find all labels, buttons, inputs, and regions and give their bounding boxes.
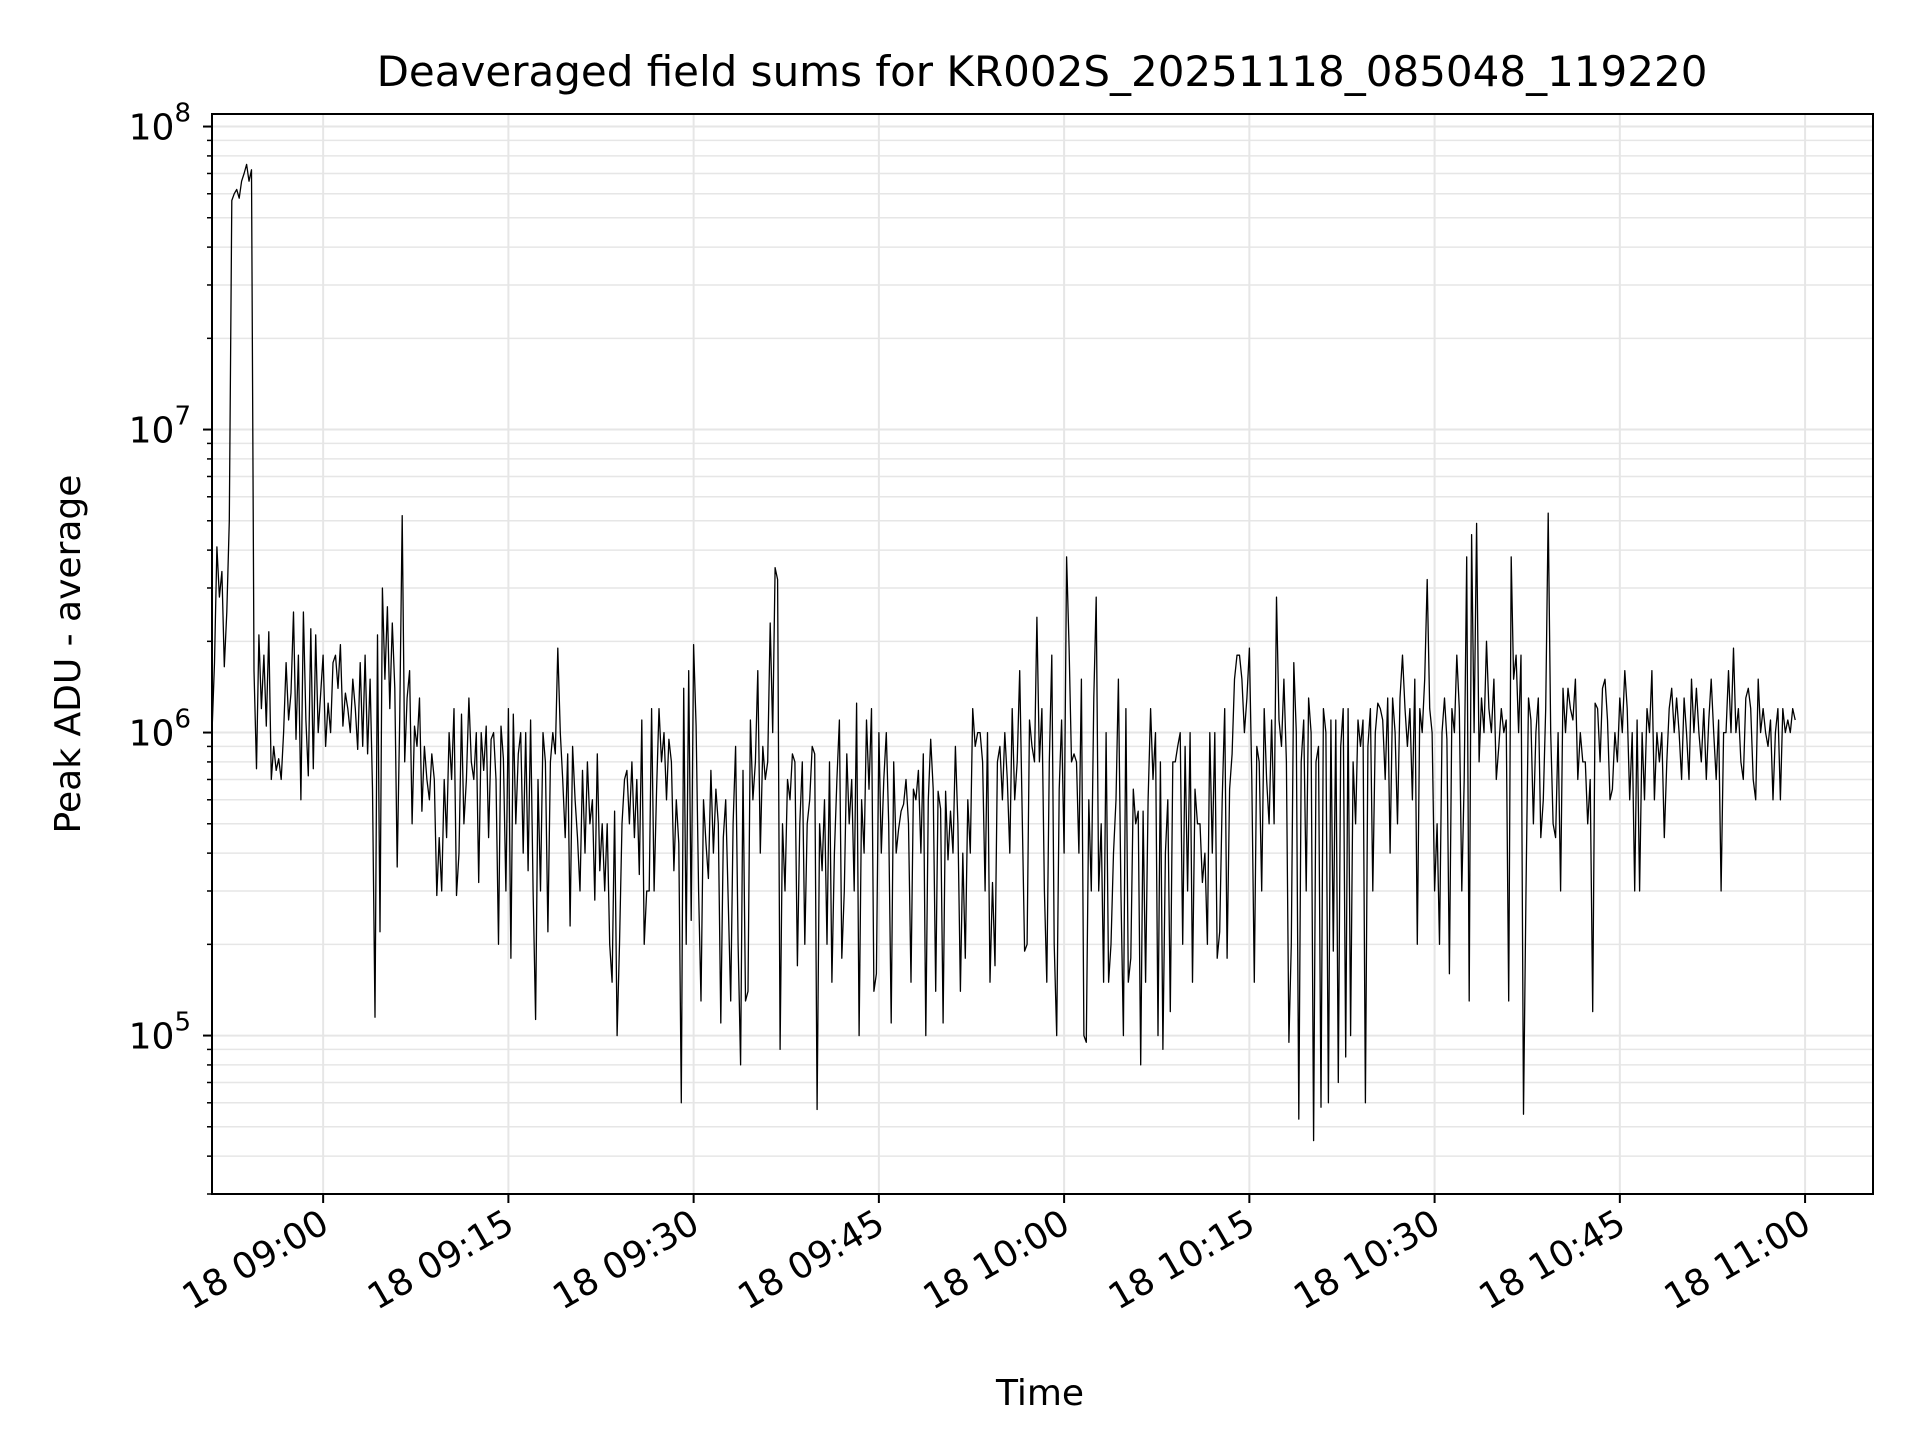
y-tick-label: 108 bbox=[129, 99, 191, 149]
series-line bbox=[211, 163, 1796, 1142]
grid bbox=[212, 114, 1873, 1195]
x-axis-label: Time bbox=[995, 1373, 1084, 1414]
y-tick-label: 106 bbox=[129, 705, 191, 755]
y-axis: 105 106 107 108 bbox=[129, 99, 212, 1195]
y-tick-label: 107 bbox=[129, 402, 191, 452]
y-tick-label: 105 bbox=[129, 1008, 191, 1058]
y-axis-label: Peak ADU - average bbox=[48, 475, 89, 834]
plot-frame bbox=[211, 113, 1874, 1195]
series-group bbox=[211, 163, 1796, 1142]
chart-title: Deaveraged field sums for KR002S_2025111… bbox=[377, 47, 1708, 96]
